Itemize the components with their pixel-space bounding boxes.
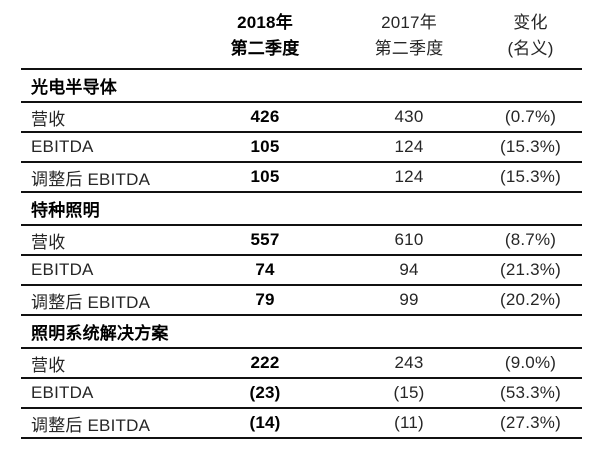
table-row: EBITDA (23) (15) (53.3%)	[21, 379, 582, 409]
cell-2018: (14)	[249, 413, 281, 432]
section-title: 光电半导体	[31, 78, 117, 97]
table-row: 营收 222 243 (9.0%)	[21, 349, 582, 379]
cell-2017: 124	[394, 167, 424, 186]
cell-2017: 610	[394, 230, 424, 249]
cell-change: (9.0%)	[504, 353, 557, 372]
cell-2018: 105	[250, 137, 280, 156]
col-header-2017-line1: 2017年	[381, 13, 437, 32]
cell-change: (53.3%)	[500, 383, 561, 402]
row-label: 营收	[31, 355, 66, 375]
col-header-2018-line1: 2018年	[237, 13, 293, 32]
col-header-2017-q2: 2017年 第二季度	[339, 6, 479, 62]
cell-change: (15.3%)	[500, 137, 561, 156]
col-header-2018-q2: 2018年 第二季度	[191, 6, 339, 62]
section-header-specialty-lighting: 特种照明	[21, 193, 582, 226]
cell-change: (20.2%)	[500, 290, 561, 309]
row-label: 调整后 EBITDA	[31, 169, 151, 189]
row-label: 调整后 EBITDA	[31, 292, 151, 312]
col-header-change-line2: (名义)	[507, 39, 554, 58]
table-row: 调整后 EBITDA (14) (11) (27.3%)	[21, 409, 582, 439]
table-row: 调整后 EBITDA 79 99 (20.2%)	[21, 286, 582, 316]
section-header-lighting-solutions: 照明系统解决方案	[21, 316, 582, 349]
table-row: EBITDA 105 124 (15.3%)	[21, 133, 582, 163]
cell-change: (15.3%)	[500, 167, 561, 186]
row-label: 调整后 EBITDA	[31, 415, 151, 435]
cell-2018: 105	[250, 167, 280, 186]
row-label: EBITDA	[31, 383, 94, 402]
cell-change: (27.3%)	[500, 413, 561, 432]
col-header-2018-line2: 第二季度	[230, 39, 300, 58]
col-header-change-line1: 变化	[513, 13, 548, 32]
cell-change: (0.7%)	[504, 107, 557, 126]
cell-2017: 243	[394, 353, 424, 372]
cell-change: (21.3%)	[500, 260, 561, 279]
row-label: EBITDA	[31, 137, 94, 156]
row-label: 营收	[31, 109, 66, 129]
section-title: 特种照明	[31, 201, 100, 220]
cell-change: (8.7%)	[504, 230, 557, 249]
col-header-change: 变化 (名义)	[479, 6, 582, 62]
table-row: EBITDA 74 94 (21.3%)	[21, 256, 582, 286]
table-header-row: 2018年 第二季度 2017年 第二季度 变化 (名义)	[21, 0, 582, 70]
section-title: 照明系统解决方案	[31, 324, 169, 343]
cell-2018: 74	[255, 260, 275, 279]
table-row: 营收 557 610 (8.7%)	[21, 226, 582, 256]
cell-2017: (11)	[394, 413, 424, 432]
cell-2017: 124	[394, 137, 424, 156]
cell-2018: 222	[250, 353, 280, 372]
section-header-opto-semiconductors: 光电半导体	[21, 70, 582, 103]
cell-2017: 94	[399, 260, 419, 279]
financial-results-table: 2018年 第二季度 2017年 第二季度 变化 (名义) 光电半导体 营收 4…	[21, 0, 582, 439]
cell-2017: (15)	[393, 383, 425, 402]
cell-2018: 557	[250, 230, 280, 249]
row-label: 营收	[31, 232, 66, 252]
cell-2017: 99	[399, 290, 419, 309]
table-row: 营收 426 430 (0.7%)	[21, 103, 582, 133]
table-row: 调整后 EBITDA 105 124 (15.3%)	[21, 163, 582, 193]
cell-2018: 79	[255, 290, 275, 309]
row-label: EBITDA	[31, 260, 94, 279]
cell-2018: (23)	[249, 383, 281, 402]
cell-2017: 430	[394, 107, 424, 126]
cell-2018: 426	[250, 107, 280, 126]
col-header-2017-line2: 第二季度	[374, 39, 444, 58]
